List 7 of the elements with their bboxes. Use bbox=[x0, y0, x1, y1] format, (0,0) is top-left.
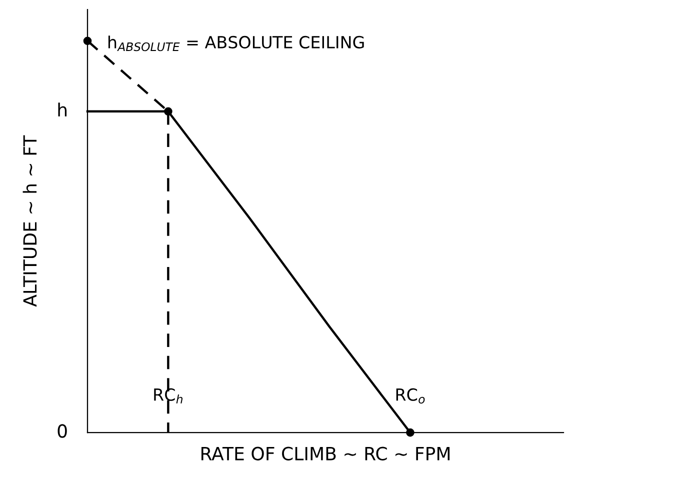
x-tick-label: RC$_{h}$ bbox=[154, 388, 182, 404]
y-axis-title: ALTITUDE ~ h ~ FT bbox=[22, 135, 37, 307]
x-tick-label: RC$_{o}$ bbox=[396, 388, 425, 404]
x-axis-title: RATE OF CLIMB ~ RC ~ FPM bbox=[201, 446, 450, 460]
text: 0 bbox=[58, 424, 67, 438]
annotation: h$_{ABSOLUTE}$ = ABSOLUTE CEILING bbox=[108, 36, 364, 52]
text: h bbox=[58, 102, 67, 116]
